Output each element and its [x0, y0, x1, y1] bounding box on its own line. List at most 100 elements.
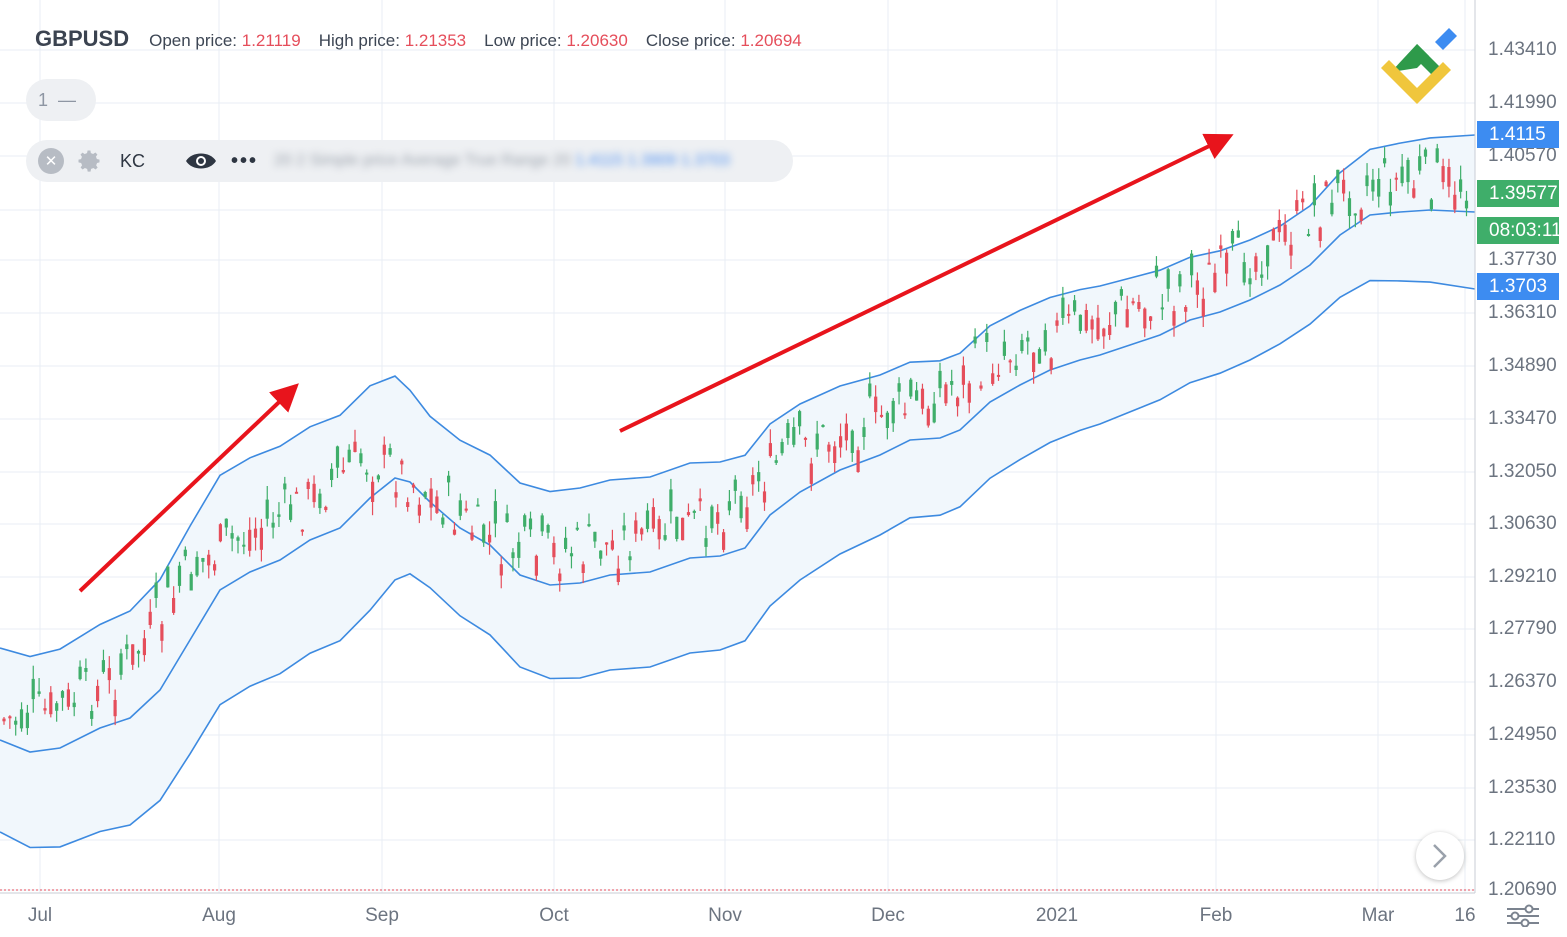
candle: [780, 438, 784, 456]
candle: [283, 476, 287, 504]
candle: [1008, 359, 1012, 373]
candle: [388, 443, 392, 457]
candle: [1359, 207, 1363, 225]
gear-icon[interactable]: [74, 146, 104, 176]
sliders-icon[interactable]: [1505, 903, 1541, 927]
candle: [792, 417, 796, 448]
candle: [142, 630, 146, 662]
y-axis-tick: 1.40570: [1488, 145, 1557, 166]
candle: [540, 513, 544, 536]
candle: [1061, 286, 1065, 325]
candle: [1160, 294, 1164, 320]
candle: [716, 504, 720, 535]
candle: [318, 488, 322, 514]
keltner-lower-line: [0, 279, 1476, 849]
high-price-value: 1.21353: [404, 31, 467, 50]
candle: [1184, 305, 1188, 323]
candle: [932, 392, 936, 424]
eye-icon[interactable]: [185, 148, 217, 174]
candle: [558, 568, 562, 592]
collapse-icon[interactable]: —: [58, 89, 77, 110]
candle: [1383, 147, 1387, 168]
candle: [8, 715, 12, 729]
candle: [762, 481, 767, 511]
candle: [335, 445, 340, 478]
candle: [920, 383, 925, 415]
candle: [1014, 354, 1018, 376]
close-icon[interactable]: ✕: [38, 148, 64, 174]
candle: [166, 565, 170, 588]
candle: [1002, 329, 1006, 360]
keltner-upper-line: [0, 134, 1476, 658]
candle: [692, 509, 696, 519]
keltner-band-fill: [0, 135, 1475, 848]
symbol-label[interactable]: GBPUSD: [35, 26, 130, 51]
candle: [423, 490, 427, 500]
candle: [441, 514, 445, 528]
candle: [897, 377, 901, 405]
candle: [1026, 330, 1030, 355]
candle: [107, 656, 111, 694]
candle: [675, 516, 679, 542]
candle: [1277, 209, 1281, 242]
candle: [1020, 333, 1024, 354]
candle: [277, 502, 281, 527]
candle: [400, 458, 404, 475]
pane-pill[interactable]: 1 —: [26, 79, 96, 121]
countdown-timer: 08:03:11: [1477, 217, 1562, 244]
x-axis-tick: 16: [1454, 905, 1476, 926]
candle: [1418, 144, 1422, 175]
candle: [1423, 147, 1428, 164]
candle: [1172, 305, 1176, 337]
candle: [950, 369, 954, 396]
y-axis-tick: 1.24950: [1488, 724, 1557, 745]
candle: [722, 529, 726, 553]
candle: [628, 551, 632, 572]
candle: [710, 504, 714, 533]
candle: [985, 323, 989, 352]
candle: [944, 382, 948, 406]
candle: [119, 648, 123, 680]
candle: [470, 525, 474, 541]
candle: [815, 420, 819, 457]
candle: [1248, 268, 1252, 297]
candle: [49, 686, 53, 718]
trend-arrow: [619, 133, 1234, 433]
scroll-right-button[interactable]: [1416, 832, 1464, 880]
candle: [183, 546, 187, 561]
x-axis-tick: 2021: [1035, 905, 1079, 926]
y-axis-tick: 1.37730: [1488, 249, 1557, 270]
candle: [394, 481, 398, 508]
candle: [429, 478, 433, 521]
candle: [1301, 191, 1305, 210]
candle: [72, 692, 76, 717]
candle: [528, 511, 533, 537]
candle: [2, 717, 6, 725]
candle: [1108, 312, 1112, 340]
candle: [774, 454, 778, 465]
indicator-name[interactable]: KC: [120, 150, 146, 171]
candle: [891, 398, 895, 432]
candle: [956, 396, 960, 417]
candle: [359, 448, 363, 467]
candle: [996, 363, 1001, 381]
candle: [1201, 287, 1205, 327]
candle: [101, 649, 105, 674]
candle: [798, 409, 802, 435]
candle: [1207, 248, 1211, 265]
candle: [1459, 165, 1463, 199]
candle: [312, 475, 316, 508]
candle: [622, 512, 626, 541]
x-axis-tick: Sep: [365, 905, 399, 926]
y-axis-tick: 1.34890: [1488, 355, 1557, 376]
candle: [488, 521, 492, 555]
candle: [1435, 143, 1439, 164]
candle: [1388, 178, 1392, 217]
candle: [1336, 169, 1340, 193]
more-dots-icon[interactable]: •••: [231, 149, 259, 172]
candle: [371, 476, 375, 516]
candle: [1453, 181, 1457, 214]
candle: [1295, 189, 1299, 215]
candle: [125, 634, 129, 660]
